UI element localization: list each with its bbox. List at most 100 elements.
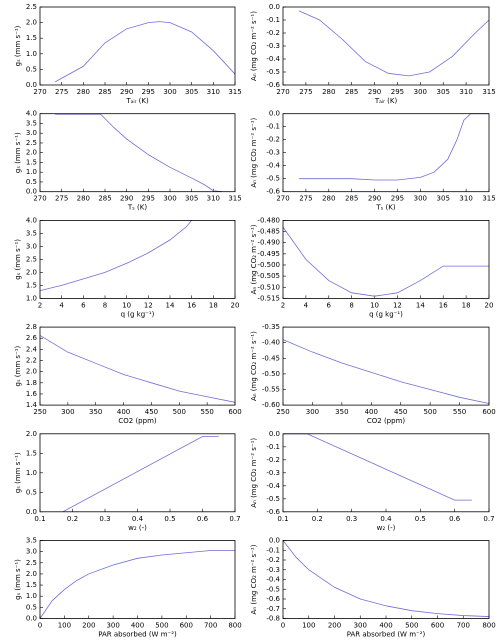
x-tick-label: 10 — [370, 301, 379, 309]
x-tick-label: 310 — [459, 195, 472, 203]
y-tick-label: -0.8 — [266, 615, 280, 623]
y-tick-label: 2.5 — [26, 255, 37, 263]
y-tick-label: 3.0 — [26, 129, 37, 137]
x-tick-label: 300 — [163, 195, 176, 203]
data-line — [39, 335, 236, 403]
x-tick-label: 10 — [122, 301, 131, 309]
y-tick-label: -0.4 — [266, 576, 280, 584]
x-tick-label: 315 — [482, 195, 495, 203]
x-tick-label: 250 — [276, 408, 289, 416]
y-axis-label: Aₙ (mg CO₂ m⁻² s⁻¹) — [250, 544, 258, 614]
x-tick-label: 450 — [394, 408, 407, 416]
x-tick-label: 300 — [354, 622, 367, 630]
x-tick-label: 400 — [365, 408, 378, 416]
x-tick-label: 200 — [328, 622, 341, 630]
y-tick-label: 0.5 — [26, 603, 37, 611]
y-tick-label: -0.6 — [266, 81, 280, 89]
y-tick-label: 4.0 — [26, 110, 37, 118]
x-tick-label: 300 — [163, 88, 176, 96]
y-tick-label: 2.0 — [26, 430, 37, 438]
x-tick-label: 0.5 — [415, 515, 426, 523]
x-tick-label: 305 — [437, 88, 450, 96]
y-axis-label: Aₙ (mg CO₂ m⁻² s⁻¹) — [250, 331, 258, 401]
x-tick-label: 0.6 — [197, 515, 209, 523]
y-tick-label: 0.0 — [26, 188, 37, 196]
data-line — [54, 21, 236, 83]
y-tick-label: 1.0 — [26, 50, 37, 58]
x-tick-label: 700 — [457, 622, 470, 630]
y-tick-label: -0.4 — [266, 482, 280, 490]
y-tick-label: 2.5 — [26, 559, 37, 567]
y-tick-label: 0.5 — [26, 488, 37, 496]
x-tick-label: 300 — [414, 88, 427, 96]
y-tick-label: 2.4 — [26, 345, 38, 353]
x-axis-label: CO2 (ppm) — [118, 417, 157, 425]
y-tick-label: -0.2 — [266, 29, 280, 37]
y-tick-label: 0.0 — [26, 615, 37, 623]
x-axis-label: Tₛ (K) — [127, 204, 147, 212]
plot-frame — [282, 219, 490, 299]
x-tick-label: 310 — [207, 88, 220, 96]
y-axis-label: gₛ (mm s⁻¹) — [14, 559, 22, 600]
x-tick-label: 300 — [414, 195, 427, 203]
x-tick-label: 0.2 — [312, 515, 323, 523]
x-tick-label: 350 — [335, 408, 348, 416]
x-tick-label: 16 — [439, 301, 448, 309]
y-tick-label: -0.3 — [266, 42, 280, 50]
x-tick-label: 300 — [306, 408, 319, 416]
x-tick-label: 295 — [142, 195, 155, 203]
x-tick-label: 295 — [391, 195, 404, 203]
x-tick-label: 250 — [33, 408, 46, 416]
plot-frame — [39, 113, 236, 193]
x-tick-label: 6 — [327, 301, 332, 309]
x-tick-label: 315 — [228, 88, 241, 96]
x-tick-label: 600 — [180, 622, 193, 630]
x-tick-label: 12 — [144, 301, 153, 309]
y-tick-label: -0.6 — [266, 188, 280, 196]
x-tick-label: 800 — [228, 622, 241, 630]
data-line — [282, 226, 489, 297]
y-tick-label: 3.0 — [26, 242, 37, 250]
x-tick-label: 285 — [345, 195, 358, 203]
y-tick-label: 1.6 — [26, 390, 38, 398]
x-tick-label: 350 — [89, 408, 102, 416]
x-tick-label: 0.2 — [67, 515, 78, 523]
y-tick-label: 2.0 — [26, 570, 37, 578]
y-tick-label: 2.5 — [26, 139, 37, 147]
y-axis-label: gₛ (mm s⁻¹) — [14, 132, 22, 173]
y-tick-label: -0.1 — [266, 443, 280, 451]
y-tick-label: 4.0 — [26, 216, 37, 224]
x-tick-label: 14 — [166, 301, 175, 309]
y-tick-label: 3.5 — [26, 119, 37, 127]
x-tick-label: 700 — [204, 622, 217, 630]
x-tick-label: 600 — [482, 408, 495, 416]
y-tick-label: 1.5 — [26, 281, 37, 289]
x-tick-label: 400 — [131, 622, 144, 630]
y-axis-label: gₛ (mm s⁻¹) — [14, 345, 22, 386]
x-tick-label: 0.3 — [346, 515, 357, 523]
x-axis-label: Tₐᵢᵣ (K) — [125, 97, 149, 105]
x-axis-label: w₂ (-) — [128, 524, 147, 532]
x-tick-label: 0.4 — [132, 515, 144, 523]
plot-frame — [39, 219, 236, 299]
x-tick-label: 315 — [482, 88, 495, 96]
y-tick-label: 2.0 — [26, 149, 37, 157]
x-tick-label: 2 — [281, 301, 285, 309]
plot-frame — [282, 433, 490, 513]
y-tick-label: 3.0 — [26, 548, 37, 556]
y-tick-label: -0.515 — [257, 294, 280, 302]
data-line — [55, 113, 223, 193]
x-tick-label: 285 — [345, 88, 358, 96]
y-tick-label: -0.2 — [266, 456, 280, 464]
x-tick-label: 0.4 — [380, 515, 392, 523]
x-tick-label: 0 — [38, 622, 42, 630]
x-tick-label: 275 — [299, 88, 312, 96]
data-line — [282, 540, 490, 617]
x-tick-label: 270 — [33, 88, 46, 96]
y-tick-label: 1.0 — [26, 592, 37, 600]
y-tick-label: -0.5 — [266, 585, 280, 593]
y-tick-label: -0.485 — [257, 228, 280, 236]
y-axis-label: gₛ (mm s⁻¹) — [14, 452, 22, 493]
x-tick-label: 290 — [368, 195, 381, 203]
